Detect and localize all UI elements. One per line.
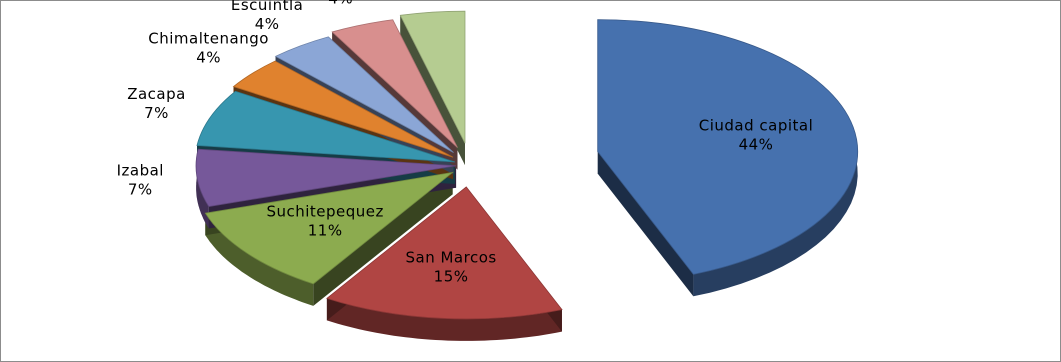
pie-slice-wall: [400, 15, 465, 166]
pie-slice-wall: [597, 151, 694, 297]
slice-label-percent: 44%: [739, 135, 774, 153]
slice-label-percent: 4%: [255, 15, 280, 33]
slice-label-percent: 4%: [328, 0, 353, 8]
pie-slice-zacapa: [196, 90, 456, 163]
pie-slice-izabal: [195, 148, 457, 207]
slice-label-percent: 7%: [128, 181, 153, 199]
slice-label-name: San Marcos: [405, 248, 496, 266]
slice-label-percent: 11%: [308, 222, 343, 240]
pie-slice-wall: [313, 172, 453, 306]
pie-slice-san-marcos: [326, 186, 563, 320]
slice-label-name: Chimaltenango: [148, 30, 269, 48]
slice-label-percent: 15%: [434, 267, 469, 285]
slice-label-percent: 4%: [196, 49, 221, 67]
slice-label-name: Suchitepequez: [266, 203, 383, 221]
pie-slice-jalapa: [331, 19, 458, 148]
slice-label-name: Ciudad capital: [699, 116, 814, 134]
slice-label-percent: 7%: [144, 104, 169, 122]
pie-slice-suchitepequez: [204, 171, 455, 285]
pie-slice-sacatepequez: [399, 10, 466, 144]
pie-slice-tops: [195, 10, 859, 320]
pie-slice-side: [326, 298, 562, 341]
pie-slice-side: [205, 213, 314, 306]
pie-slice-chimaltenango: [232, 60, 454, 158]
pie-slice-side: [196, 149, 209, 229]
slice-label-name: Zacapa: [127, 85, 186, 103]
slice-label-name: Izabal: [117, 162, 164, 180]
pie-slice-ciudad-capital: [597, 19, 859, 275]
pie-slice-escuintla: [274, 36, 454, 153]
slice-label-name: Escuintla: [231, 0, 303, 14]
